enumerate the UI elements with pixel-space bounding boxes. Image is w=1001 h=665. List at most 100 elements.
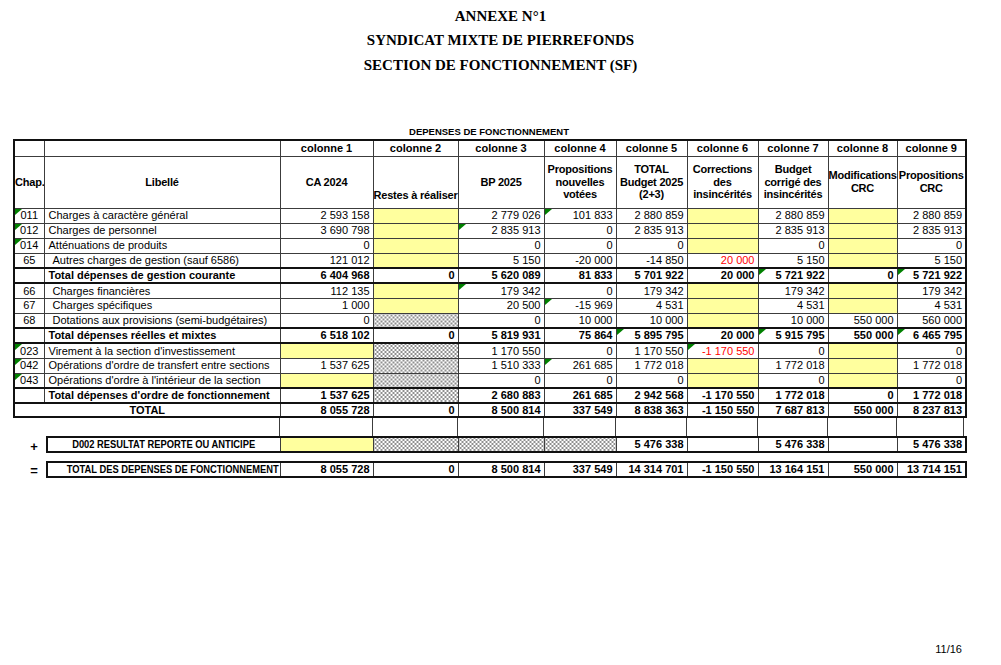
cell-value: 20 000 bbox=[721, 269, 755, 281]
row-label: Dotations aux provisions (semi-budgétair… bbox=[44, 313, 280, 328]
value-cell: 1 537 625 bbox=[280, 388, 373, 403]
row-label: Charges de personnel bbox=[44, 223, 280, 238]
value-cell: 2 880 859 bbox=[897, 208, 966, 223]
chapter-cell: 043 bbox=[14, 373, 44, 388]
value-cell: 2 835 913 bbox=[616, 223, 687, 238]
chapter-cell: 012 bbox=[14, 223, 44, 238]
value-cell: 10 000 bbox=[758, 313, 828, 328]
table-row: TOTAL8 055 72808 500 814337 5498 838 363… bbox=[14, 403, 966, 417]
value-cell: 5 620 089 bbox=[458, 268, 544, 283]
cell-value: 13 714 151 bbox=[907, 463, 962, 475]
value-cell bbox=[373, 358, 458, 373]
cell-value: 0 bbox=[677, 374, 683, 386]
value-cell: 0 bbox=[758, 373, 828, 388]
value-cell: 0 bbox=[544, 283, 616, 298]
total-expenses-row: TOTAL DES DEPENSES DE FONCTIONNEMENT8 05… bbox=[46, 461, 967, 478]
error-flag-icon bbox=[688, 344, 695, 350]
value-cell: 4 531 bbox=[616, 298, 687, 313]
value-cell: 1 000 bbox=[280, 298, 373, 313]
value-cell: 6 465 795 bbox=[897, 328, 966, 343]
cell-value: 179 342 bbox=[644, 285, 684, 297]
value-cell: 20 000 bbox=[687, 253, 758, 268]
value-cell bbox=[373, 437, 458, 452]
cell-value: 2 880 859 bbox=[913, 209, 962, 221]
cell-value: 550 000 bbox=[854, 329, 894, 341]
cell-value: 75 864 bbox=[579, 329, 613, 341]
table-row: 65Autres charges de gestion (sauf 6586)1… bbox=[14, 253, 966, 268]
cell-value: 0 bbox=[448, 463, 454, 475]
error-flag-icon bbox=[15, 374, 22, 380]
value-cell: 5 721 922 bbox=[897, 268, 966, 283]
cell-value: 560 000 bbox=[922, 314, 962, 326]
value-cell: 1 510 333 bbox=[458, 358, 544, 373]
table-row: 014Atténuations de produits000000 bbox=[14, 238, 966, 253]
value-cell: 0 bbox=[544, 238, 616, 253]
value-cell: 1 772 018 bbox=[758, 388, 828, 403]
value-cell: 5 476 338 bbox=[897, 437, 966, 452]
cell-value: 0 bbox=[956, 239, 962, 251]
cell-value: 5 701 922 bbox=[635, 269, 684, 281]
cell-value: 0 bbox=[818, 345, 824, 357]
value-cell: 0 bbox=[373, 462, 458, 477]
cell-value: 2 593 158 bbox=[321, 209, 370, 221]
cell-value: 5 895 795 bbox=[635, 329, 684, 341]
error-flag-icon bbox=[545, 209, 552, 215]
value-cell bbox=[828, 208, 897, 223]
page-title-syndicat: SYNDICAT MIXTE DE PIERREFONDS bbox=[0, 32, 1001, 49]
cell-value: 2 680 883 bbox=[492, 389, 541, 401]
cell-value: 5 915 795 bbox=[776, 329, 825, 341]
table-row: Total dépenses de gestion courante6 404 … bbox=[14, 268, 966, 283]
value-cell: 550 000 bbox=[828, 403, 897, 417]
value-cell: 2 593 158 bbox=[280, 208, 373, 223]
value-cell: 8 055 728 bbox=[280, 462, 373, 477]
cell-value: 1 000 bbox=[342, 299, 370, 311]
value-cell: 261 685 bbox=[544, 358, 616, 373]
value-cell: 112 135 bbox=[280, 283, 373, 298]
cell-value: 0 bbox=[534, 314, 540, 326]
value-cell: 81 833 bbox=[544, 268, 616, 283]
column-number-header: colonne 2 bbox=[373, 140, 458, 156]
cell-value: 20 000 bbox=[721, 329, 755, 341]
value-cell: 550 000 bbox=[828, 328, 897, 343]
cell-value: 8 838 363 bbox=[635, 404, 684, 416]
column-title-header: BP 2025 bbox=[458, 156, 544, 208]
value-cell: -15 969 bbox=[544, 298, 616, 313]
equals-operator: = bbox=[24, 463, 44, 478]
value-cell: 0 bbox=[616, 238, 687, 253]
value-cell: 337 549 bbox=[544, 462, 616, 477]
chapter-cell bbox=[14, 268, 44, 283]
cell-value: 112 135 bbox=[331, 285, 370, 297]
cell-value: -15 969 bbox=[575, 299, 612, 311]
cell-value: 13 164 151 bbox=[769, 463, 824, 475]
cell-value: 1 537 625 bbox=[321, 389, 370, 401]
cell-value: 5 150 bbox=[797, 254, 825, 266]
cell-value: 101 833 bbox=[573, 209, 613, 221]
cell-value: 20 000 bbox=[721, 254, 755, 266]
row-label: Atténuations de produits bbox=[44, 238, 280, 253]
value-cell: 5 721 922 bbox=[758, 268, 828, 283]
cell-value: 5 819 931 bbox=[492, 329, 541, 341]
cell-value: 5 476 338 bbox=[776, 438, 825, 450]
cell-value: 179 342 bbox=[922, 285, 962, 297]
cell-value: 3 690 798 bbox=[321, 224, 370, 236]
cell-value: -20 000 bbox=[575, 254, 612, 266]
column-number-header: colonne 7 bbox=[758, 140, 828, 156]
cell-value: 81 833 bbox=[579, 269, 613, 281]
value-cell: 4 531 bbox=[758, 298, 828, 313]
value-cell: 5 915 795 bbox=[758, 328, 828, 343]
value-cell bbox=[687, 208, 758, 223]
cell-value: 2 835 913 bbox=[913, 224, 962, 236]
page-number: 11/16 bbox=[900, 643, 962, 655]
chapter-cell: 67 bbox=[14, 298, 44, 313]
value-cell: 550 000 bbox=[828, 462, 897, 477]
value-cell: -14 850 bbox=[616, 253, 687, 268]
value-cell: 0 bbox=[458, 373, 544, 388]
chapter-cell: 014 bbox=[14, 238, 44, 253]
cell-value: 8 237 813 bbox=[913, 404, 962, 416]
value-cell: 1 772 018 bbox=[897, 388, 966, 403]
table-row: 023Virement à la section d'investissemen… bbox=[14, 343, 966, 358]
column-title-header: Modifications CRC bbox=[828, 156, 897, 208]
value-cell: 5 819 931 bbox=[458, 328, 544, 343]
cell-value: 2 880 859 bbox=[635, 209, 684, 221]
value-cell: 1 170 550 bbox=[616, 343, 687, 358]
